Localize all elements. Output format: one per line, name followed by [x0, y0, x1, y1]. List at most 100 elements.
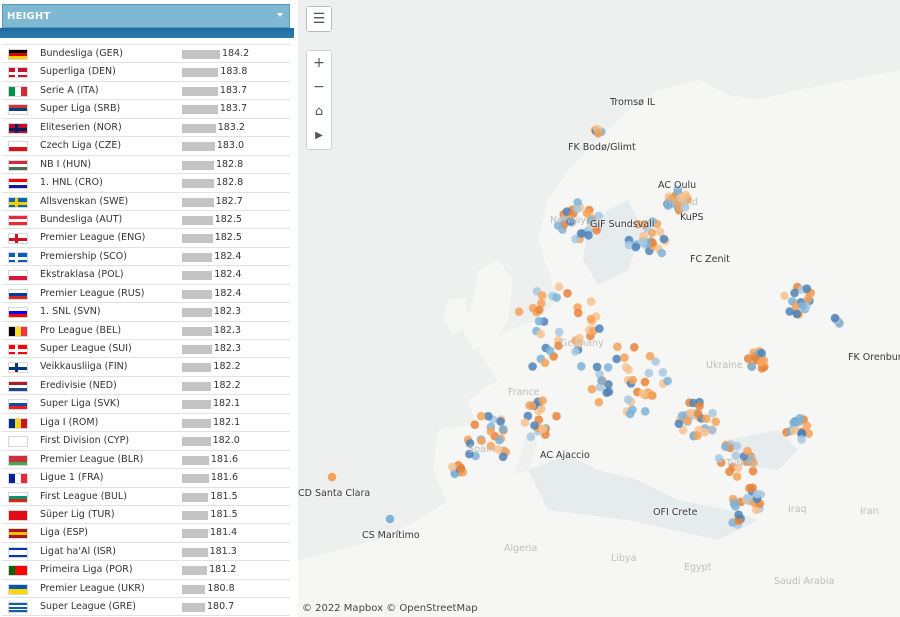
club-marker[interactable]	[708, 408, 717, 418]
club-marker[interactable]	[554, 327, 564, 337]
club-marker[interactable]	[520, 418, 530, 427]
club-marker[interactable]	[571, 347, 580, 356]
club-marker[interactable]	[659, 234, 669, 244]
club-marker[interactable]	[498, 452, 508, 462]
club-marker[interactable]	[572, 204, 582, 213]
club-marker[interactable]	[523, 411, 533, 421]
club-marker[interactable]	[802, 284, 812, 294]
table-row[interactable]: NB I (HUN) 182.8	[2, 154, 290, 173]
club-marker[interactable]	[514, 307, 524, 317]
zoom-in-button[interactable]: +	[307, 51, 331, 75]
club-marker[interactable]	[732, 472, 742, 481]
club-marker[interactable]	[640, 407, 650, 416]
club-marker[interactable]	[538, 396, 547, 405]
club-marker[interactable]	[537, 299, 546, 308]
club-marker[interactable]	[484, 411, 493, 421]
club-marker[interactable]	[527, 401, 537, 411]
club-marker[interactable]	[537, 291, 547, 300]
club-marker[interactable]	[586, 216, 596, 225]
map-canvas[interactable]	[298, 0, 900, 617]
club-marker[interactable]	[686, 408, 696, 418]
club-marker[interactable]	[702, 414, 711, 424]
club-marker[interactable]	[748, 466, 758, 476]
home-icon[interactable]: ⌂	[307, 99, 331, 123]
club-marker[interactable]	[604, 380, 613, 389]
club-marker[interactable]	[663, 201, 673, 210]
table-row[interactable]: Veikkausliiga (FIN) 182.2	[2, 357, 290, 375]
table-row[interactable]: Premier League (ENG) 182.5	[2, 228, 290, 246]
club-marker[interactable]	[594, 397, 604, 407]
table-row[interactable]: Super League (GRE) 180.7	[2, 597, 290, 616]
table-row[interactable]: Serie A (ITA) 183.7	[2, 80, 290, 99]
table-row[interactable]: Allsvenskan (SWE) 182.7	[2, 191, 290, 210]
club-marker[interactable]	[595, 382, 605, 392]
club-marker[interactable]	[743, 493, 752, 503]
club-marker[interactable]	[792, 309, 802, 319]
club-marker[interactable]	[645, 351, 655, 361]
play-icon[interactable]: ▶	[307, 123, 331, 147]
club-marker[interactable]	[553, 221, 563, 230]
table-row[interactable]: Eliteserien (NOR) 183.2	[2, 117, 290, 136]
table-row[interactable]: Primeira Liga (POR) 181.2	[2, 560, 290, 578]
club-marker[interactable]	[595, 324, 604, 333]
table-row[interactable]: Super League (SUI) 182.3	[2, 339, 290, 357]
club-marker[interactable]	[554, 341, 563, 351]
club-marker[interactable]	[802, 421, 812, 431]
club-marker[interactable]	[693, 409, 703, 419]
club-marker[interactable]	[534, 316, 544, 326]
club-marker[interactable]	[586, 314, 596, 324]
club-marker[interactable]	[592, 225, 601, 235]
club-marker[interactable]	[638, 237, 648, 247]
club-marker[interactable]	[554, 282, 564, 292]
club-marker[interactable]	[647, 391, 656, 400]
table-row[interactable]: Ligat ha'Al (ISR) 181.3	[2, 541, 290, 560]
club-marker[interactable]	[743, 446, 752, 456]
table-row[interactable]: Premier League (RUS) 182.4	[2, 283, 290, 302]
club-marker[interactable]	[486, 441, 496, 451]
club-marker[interactable]	[456, 464, 466, 473]
table-row[interactable]: Premier League (BLR) 181.6	[2, 449, 290, 468]
club-marker[interactable]	[830, 313, 840, 323]
club-marker[interactable]	[733, 463, 743, 473]
metric-dropdown[interactable]: HEIGHT	[2, 4, 290, 28]
club-markers[interactable]	[327, 124, 844, 529]
club-marker[interactable]	[530, 421, 539, 430]
club-marker[interactable]	[745, 483, 754, 493]
club-marker[interactable]	[486, 427, 496, 436]
club-marker[interactable]	[798, 301, 807, 311]
club-marker[interactable]	[597, 376, 606, 385]
club-marker[interactable]	[628, 375, 638, 385]
club-marker[interactable]	[477, 436, 486, 446]
club-marker[interactable]	[749, 458, 758, 468]
club-marker[interactable]	[552, 293, 561, 302]
club-marker[interactable]	[789, 418, 798, 428]
club-marker[interactable]	[785, 307, 794, 316]
club-marker[interactable]	[448, 462, 457, 472]
club-marker[interactable]	[582, 208, 592, 218]
club-marker[interactable]	[594, 129, 603, 138]
club-marker[interactable]	[613, 342, 622, 352]
club-marker[interactable]	[695, 401, 704, 411]
club-marker[interactable]	[674, 419, 684, 429]
club-marker[interactable]	[790, 288, 799, 298]
club-marker[interactable]	[535, 305, 544, 315]
club-marker[interactable]	[655, 227, 665, 237]
club-marker[interactable]	[571, 234, 580, 244]
club-marker[interactable]	[576, 229, 586, 238]
club-marker[interactable]	[631, 242, 641, 252]
club-marker[interactable]	[587, 384, 597, 394]
club-marker[interactable]	[476, 411, 486, 421]
club-marker[interactable]	[743, 354, 753, 363]
club-marker[interactable]	[624, 365, 633, 375]
club-marker[interactable]	[592, 362, 602, 372]
club-marker[interactable]	[708, 426, 717, 435]
club-marker[interactable]	[677, 411, 687, 420]
club-marker[interactable]	[623, 395, 633, 404]
club-marker[interactable]	[644, 368, 654, 378]
club-marker[interactable]	[734, 510, 743, 520]
club-marker[interactable]	[573, 308, 583, 318]
club-marker[interactable]	[721, 442, 730, 452]
table-row[interactable]: Ligue 1 (FRA) 181.6	[2, 468, 290, 486]
table-row[interactable]: Bundesliga (AUT) 182.5	[2, 209, 290, 228]
club-marker[interactable]	[566, 217, 575, 226]
